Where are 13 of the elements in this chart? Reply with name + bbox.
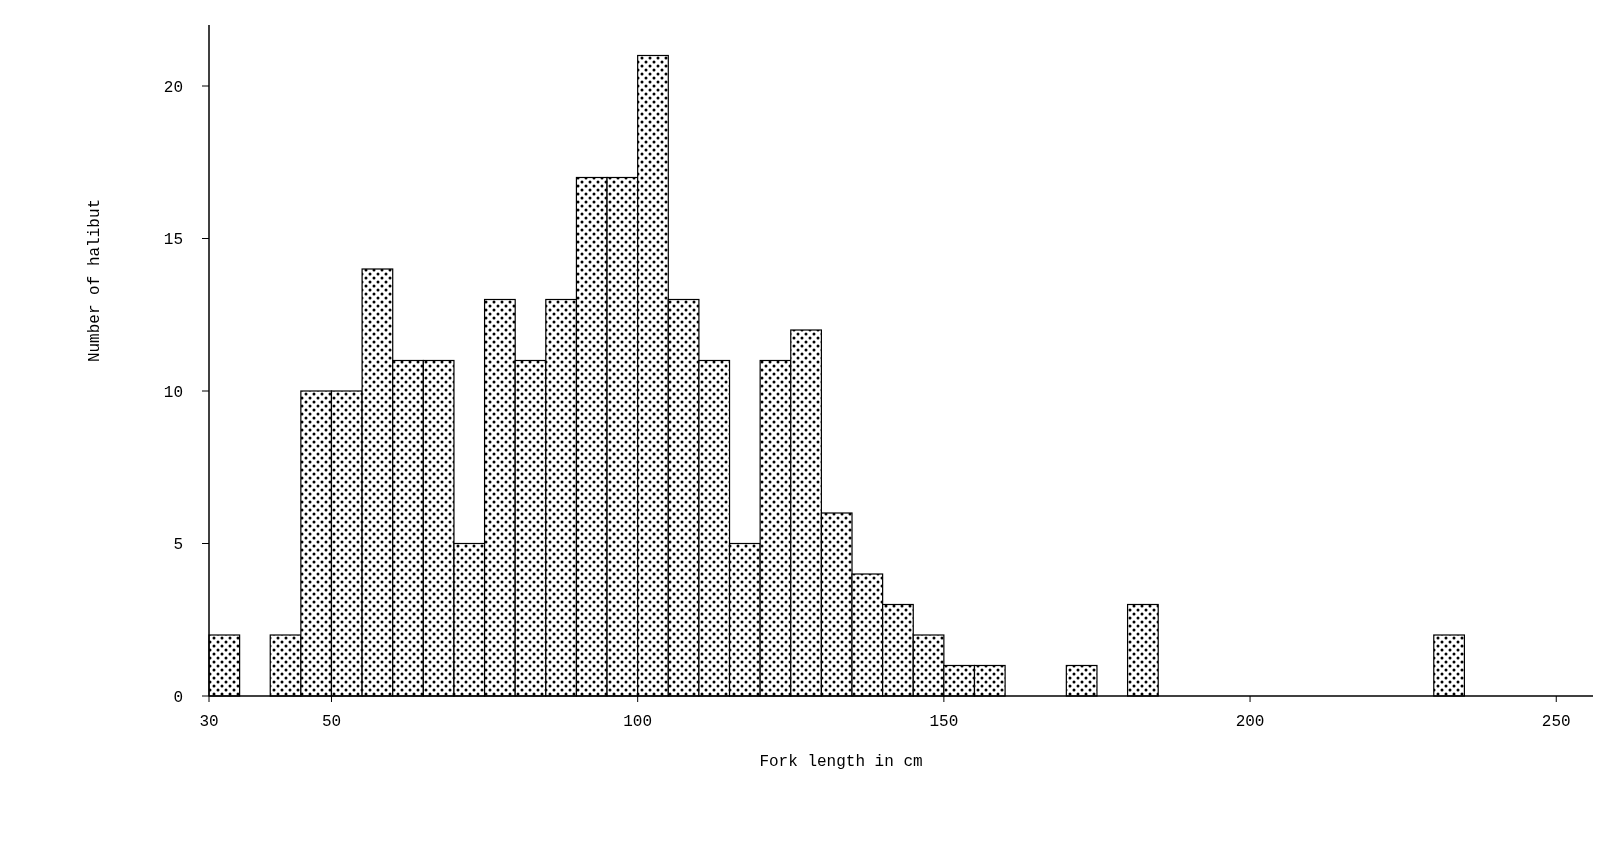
y-tick-label: 10 [163,383,183,402]
y-tick-label: 0 [173,688,183,707]
x-tick-label: 30 [199,713,219,731]
y-tick-label: 20 [163,78,183,97]
x-tick-label: 100 [623,713,653,731]
x-tick-label: 200 [1235,713,1265,731]
x-tick-label: 150 [929,713,959,731]
y-axis-title: Number of halibut [86,198,104,363]
x-axis-title: Fork length in cm [759,753,923,771]
y-tick-label: 5 [173,536,183,555]
x-tick-label: 250 [1541,713,1571,731]
y-tick-label: 15 [163,231,183,250]
x-tick-label: 50 [321,713,342,731]
